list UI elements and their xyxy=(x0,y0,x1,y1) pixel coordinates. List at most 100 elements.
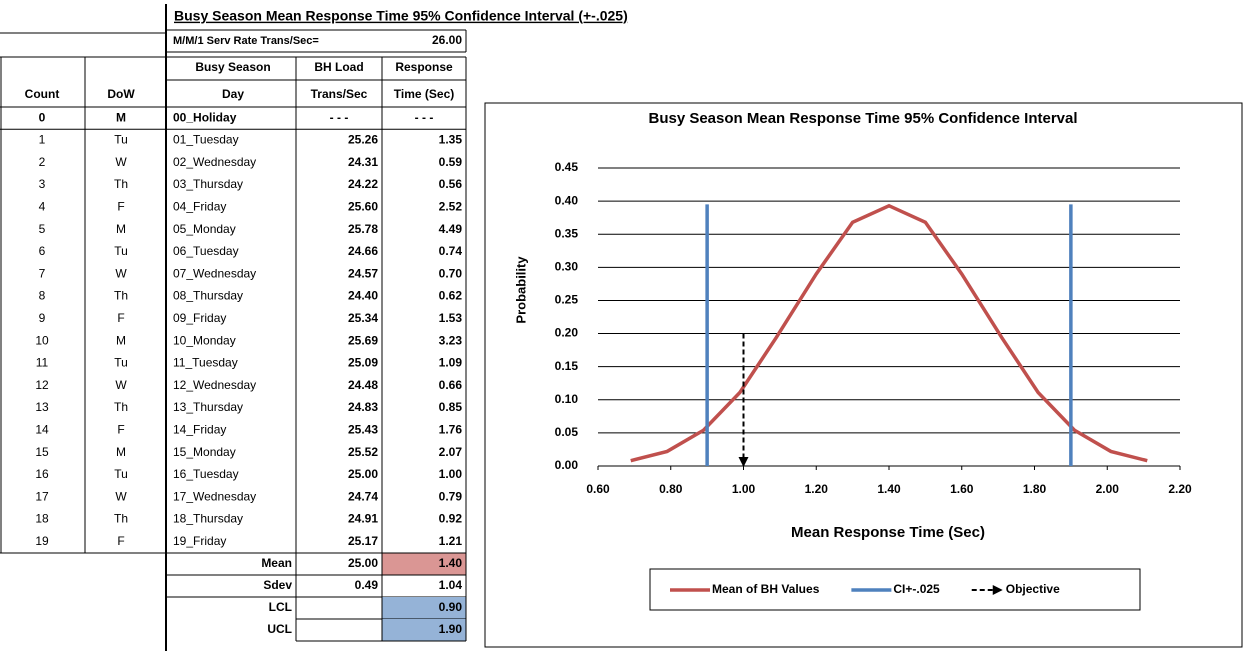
dow-cell: M xyxy=(116,445,126,459)
load-cell: - - - xyxy=(330,110,349,124)
response-cell: 2.07 xyxy=(439,445,463,459)
response-cell: 0.92 xyxy=(439,512,463,526)
y-tick-label: 0.45 xyxy=(555,160,579,174)
dow-cell: F xyxy=(117,534,124,548)
response-cell: 0.90 xyxy=(439,600,463,614)
x-tick-label: 2.00 xyxy=(1096,482,1120,496)
count-cell: 6 xyxy=(39,244,46,258)
summary-label: UCL xyxy=(267,622,292,636)
dow-cell: Tu xyxy=(114,467,128,481)
load-cell: 24.91 xyxy=(348,512,378,526)
column-header: Trans/Sec xyxy=(311,87,368,101)
legend-label: Mean of BH Values xyxy=(712,582,820,596)
dow-cell: W xyxy=(115,378,127,392)
count-cell: 5 xyxy=(39,222,46,236)
count-cell: 9 xyxy=(39,311,46,325)
count-cell: 13 xyxy=(35,400,49,414)
y-tick-label: 0.05 xyxy=(555,425,579,439)
dow-cell: M xyxy=(116,110,126,124)
dow-cell: M xyxy=(116,333,126,347)
column-header: Count xyxy=(25,87,60,101)
count-cell: 3 xyxy=(39,177,46,191)
legend-label: CI+-.025 xyxy=(893,582,940,596)
day-cell: 06_Tuesday xyxy=(173,244,239,258)
response-cell: 0.74 xyxy=(439,244,463,258)
dow-cell: Tu xyxy=(114,356,128,370)
response-cell: 1.00 xyxy=(439,467,463,481)
response-cell: 1.40 xyxy=(439,556,463,570)
day-cell: 16_Tuesday xyxy=(173,467,239,481)
count-cell: 19 xyxy=(35,534,49,548)
response-cell: - - - xyxy=(415,110,434,124)
day-cell: 12_Wednesday xyxy=(173,378,256,392)
load-cell: 0.49 xyxy=(355,578,379,592)
day-cell: 14_Friday xyxy=(173,423,226,437)
highlight-cell xyxy=(382,619,466,641)
x-tick-label: 1.60 xyxy=(950,482,974,496)
response-cell: 1.04 xyxy=(439,578,463,592)
y-tick-label: 0.30 xyxy=(555,260,579,274)
day-cell: 01_Tuesday xyxy=(173,133,239,147)
load-cell: 24.40 xyxy=(348,289,378,303)
y-tick-label: 0.10 xyxy=(555,392,579,406)
load-cell: 25.17 xyxy=(348,534,378,548)
dow-cell: M xyxy=(116,222,126,236)
load-cell: 24.31 xyxy=(348,155,378,169)
y-tick-label: 0.15 xyxy=(555,359,579,373)
day-cell: 19_Friday xyxy=(173,534,226,548)
count-cell: 15 xyxy=(35,445,49,459)
response-cell: 0.56 xyxy=(439,177,463,191)
day-cell: 11_Tuesday xyxy=(173,356,238,370)
highlight-cell xyxy=(382,553,466,575)
count-cell: 1 xyxy=(39,133,46,147)
load-cell: 24.48 xyxy=(348,378,378,392)
dow-cell: Th xyxy=(114,289,128,303)
legend-label: Objective xyxy=(1006,582,1060,596)
response-cell: 0.85 xyxy=(439,400,463,414)
column-header: Response xyxy=(395,60,453,74)
x-axis-label: Mean Response Time (Sec) xyxy=(791,524,985,541)
count-cell: 12 xyxy=(35,378,49,392)
load-cell: 25.52 xyxy=(348,445,378,459)
response-cell: 1.90 xyxy=(439,622,463,636)
day-cell: 07_Wednesday xyxy=(173,266,256,280)
dow-cell: Th xyxy=(114,177,128,191)
summary-label: Sdev xyxy=(263,578,292,592)
x-tick-label: 1.00 xyxy=(732,482,756,496)
column-header: DoW xyxy=(107,87,135,101)
count-cell: 8 xyxy=(39,289,46,303)
response-cell: 0.59 xyxy=(439,155,463,169)
y-tick-label: 0.20 xyxy=(555,326,579,340)
count-cell: 14 xyxy=(35,423,49,437)
chart-title: Busy Season Mean Response Time 95% Confi… xyxy=(648,110,1077,127)
legend-box xyxy=(649,568,1141,611)
chart-frame xyxy=(484,102,1243,648)
count-cell: 10 xyxy=(35,333,49,347)
response-cell: 3.23 xyxy=(439,333,463,347)
dow-cell: Tu xyxy=(114,133,128,147)
response-cell: 1.53 xyxy=(439,311,463,325)
y-tick-label: 0.35 xyxy=(555,226,579,240)
column-header: Day xyxy=(222,87,244,101)
day-cell: 04_Friday xyxy=(173,200,226,214)
response-cell: 1.35 xyxy=(439,133,463,147)
y-axis-label: Probability xyxy=(513,256,528,324)
load-cell: 25.00 xyxy=(348,467,378,481)
load-cell: 25.69 xyxy=(348,333,378,347)
response-cell: 0.66 xyxy=(439,378,463,392)
day-cell: 10_Monday xyxy=(173,333,236,347)
load-cell: 24.74 xyxy=(348,489,378,503)
highlight-cell xyxy=(382,597,466,619)
column-header: Time (Sec) xyxy=(394,87,454,101)
response-cell: 0.70 xyxy=(439,266,463,280)
x-tick-label: 1.20 xyxy=(805,482,829,496)
dow-cell: F xyxy=(117,423,124,437)
count-cell: 16 xyxy=(35,467,49,481)
y-tick-label: 0.00 xyxy=(555,458,579,472)
load-cell: 25.78 xyxy=(348,222,378,236)
dow-cell: Th xyxy=(114,512,128,526)
dow-cell: W xyxy=(115,266,127,280)
dow-cell: F xyxy=(117,311,124,325)
